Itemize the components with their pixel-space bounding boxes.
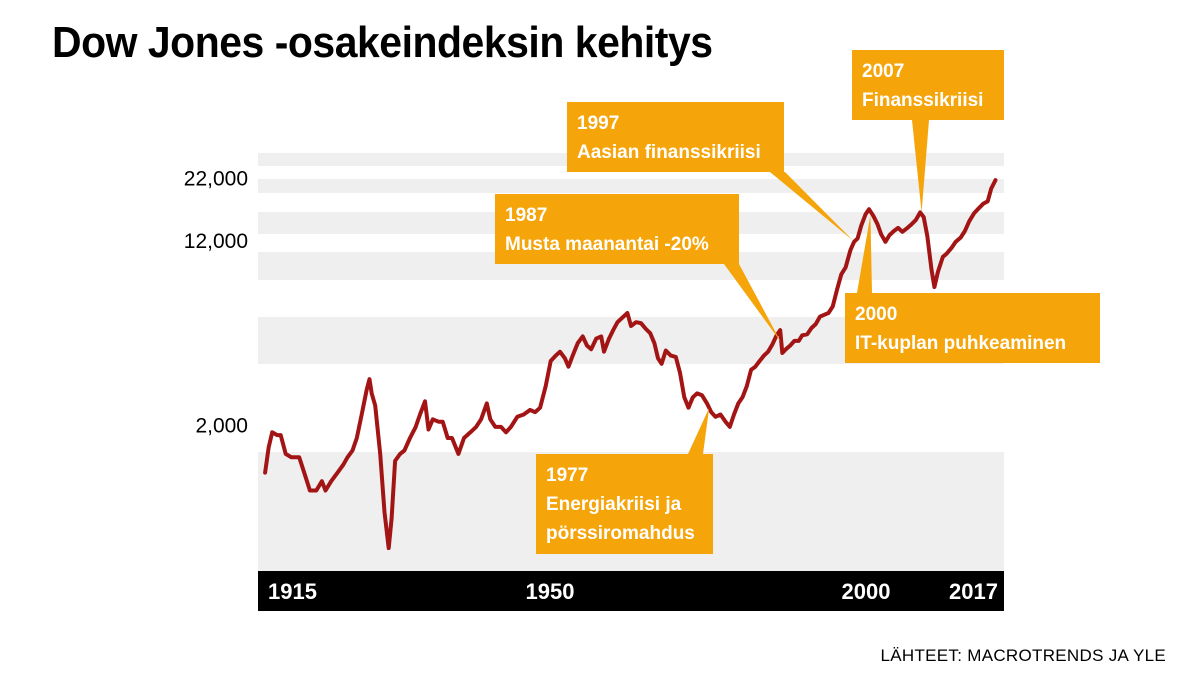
- x-tick-label: 1915: [268, 579, 317, 604]
- annotation-pointer: [857, 215, 872, 293]
- annotation-pointer: [770, 172, 854, 241]
- annotation-1997: 1997 Aasian finanssikriisi: [567, 102, 854, 241]
- annotation-1977: 1977 Energiakriisi ja pörssiromahdus: [536, 407, 713, 554]
- annotation-text: IT-kuplan puhkeaminen: [855, 333, 1066, 354]
- x-tick-label: 1950: [526, 579, 575, 604]
- annotations: 1977 Energiakriisi ja pörssiromahdus 1987 Mu…: [495, 50, 1100, 554]
- y-tick-label: 22,000: [184, 168, 248, 191]
- annotation-year: 1987: [505, 205, 547, 226]
- dow-jones-line: [263, 178, 998, 551]
- y-axis-labels: 2,000 12,000 22,000: [184, 168, 248, 438]
- annotation-pointer: [912, 120, 929, 213]
- y-tick-label: 12,000: [184, 230, 248, 253]
- y-tick-label: 2,000: [195, 414, 248, 437]
- annotation-box: [852, 50, 1004, 120]
- annotation-year: 2000: [855, 304, 897, 325]
- annotation-year: 1977: [546, 465, 588, 486]
- source-note: LÄHTEET: MACROTRENDS JA YLE: [880, 646, 1166, 665]
- annotation-text: Energiakriisi ja: [546, 494, 682, 515]
- annotation-box: [536, 454, 713, 554]
- annotation-2000: 2000 IT-kuplan puhkeaminen: [845, 215, 1100, 363]
- annotation-1987: 1987 Musta maanantai -20%: [495, 194, 781, 342]
- annotation-pointer: [688, 407, 710, 454]
- annotation-box: [567, 102, 784, 172]
- annotation-pointer: [724, 264, 781, 342]
- x-axis-labels: 1915 1950 2000 2017: [268, 579, 998, 604]
- band-1: [258, 179, 1004, 193]
- x-tick-label: 2000: [842, 579, 891, 604]
- annotation-box: [495, 194, 739, 264]
- annotation-year: 1997: [577, 113, 619, 134]
- x-tick-label: 2017: [949, 579, 998, 604]
- annotation-2007: 2007 Finanssikriisi: [852, 50, 1004, 213]
- annotation-text: Musta maanantai -20%: [505, 234, 709, 255]
- chart-title: Dow Jones -osakeindeksin kehitys: [52, 18, 713, 67]
- annotation-year: 2007: [862, 61, 904, 82]
- annotation-text: Finanssikriisi: [862, 90, 983, 111]
- annotation-text: pörssiromahdus: [546, 523, 695, 544]
- annotation-box: [845, 293, 1100, 363]
- x-axis-bar: [258, 571, 1004, 611]
- annotation-text: Aasian finanssikriisi: [577, 142, 761, 163]
